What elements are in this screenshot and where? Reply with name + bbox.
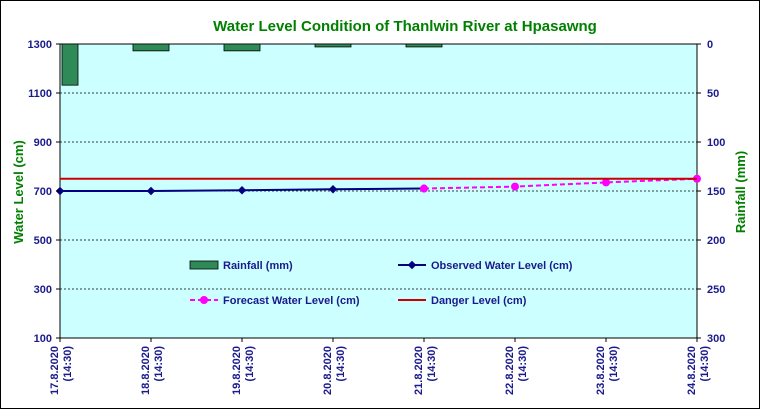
forecast-line xyxy=(423,177,698,190)
y-tick-label: 700 xyxy=(34,186,52,198)
x-tick-label: 23.8.2020 xyxy=(595,346,607,395)
legend: Rainfall (mm) Observed Water Level (cm) Fo… xyxy=(189,260,573,307)
y2-tick-label: 200 xyxy=(707,235,725,247)
rainfall-bar xyxy=(314,43,352,48)
x-tick-label: 18.8.2020 xyxy=(140,346,152,395)
y2-axis-label: Rainfall (mm) xyxy=(733,151,748,233)
rainfall-bars xyxy=(61,43,443,86)
forecast-point xyxy=(420,184,428,193)
y-tick-label: 1300 xyxy=(28,39,52,51)
observed-point xyxy=(237,186,247,195)
y-tick-label: 1100 xyxy=(28,88,52,100)
x-tick-sublabel: (14:30) xyxy=(517,346,529,382)
x-tick-label: 22.8.2020 xyxy=(504,346,516,395)
y-axis-label: Water Level (cm) xyxy=(11,140,26,244)
legend-label: Danger Level (cm) xyxy=(431,295,527,307)
x-tick-label: 24.8.2020 xyxy=(686,346,698,395)
y2-tick-label: 250 xyxy=(707,284,725,296)
y2-tick-label: 150 xyxy=(707,186,725,198)
x-tick-sublabel: (14:30) xyxy=(62,346,74,382)
y-tick-label: 500 xyxy=(34,235,52,247)
legend-label: Forecast Water Level (cm) xyxy=(223,295,360,307)
chart-title: Water Level Condition of Thanlwin River … xyxy=(213,18,597,35)
x-tick-sublabel: (14:30) xyxy=(699,346,711,382)
legend-label: Rainfall (mm) xyxy=(223,260,293,272)
rainfall-bar xyxy=(223,43,261,52)
x-tick-label: 21.8.2020 xyxy=(413,346,425,395)
y-tick-label: 100 xyxy=(34,333,52,345)
observed-point xyxy=(328,185,338,194)
y2-tick-label: 50 xyxy=(707,88,719,100)
x-tick-label: 20.8.2020 xyxy=(322,346,334,395)
y2-tick-label: 300 xyxy=(707,333,725,345)
x-tick-label: 17.8.2020 xyxy=(49,346,61,395)
legend-marker-forecast xyxy=(200,296,208,304)
x-tick-sublabel: (14:30) xyxy=(426,346,438,382)
series-lines xyxy=(55,174,701,196)
left-axis-ticks: 100 300 500 700 900 1100 1300 xyxy=(28,39,60,345)
y-tick-label: 900 xyxy=(34,137,52,149)
observed-point xyxy=(146,186,156,196)
y-tick-label: 300 xyxy=(34,284,52,296)
legend-marker-observed xyxy=(407,260,417,270)
x-tick-sublabel: (14:30) xyxy=(244,346,256,382)
rainfall-bar xyxy=(405,43,443,48)
y2-tick-label: 0 xyxy=(707,39,713,51)
right-axis-ticks: 0 50 100 150 200 250 300 xyxy=(697,39,725,345)
x-tick-sublabel: (14:30) xyxy=(335,346,347,382)
legend-swatch-rainfall xyxy=(189,260,219,270)
rainfall-bar xyxy=(61,43,79,86)
y2-tick-label: 100 xyxy=(707,137,725,149)
x-tick-label: 19.8.2020 xyxy=(231,346,243,395)
legend-label: Observed Water Level (cm) xyxy=(431,260,573,272)
forecast-point xyxy=(602,178,610,187)
rainfall-bar xyxy=(132,43,170,52)
forecast-point xyxy=(511,182,519,191)
x-tick-sublabel: (14:30) xyxy=(153,346,165,382)
x-axis-ticks: 17.8.2020 (14:30) 18.8.2020 (14:30) 19.8.202… xyxy=(49,338,711,395)
x-tick-sublabel: (14:30) xyxy=(608,346,620,382)
